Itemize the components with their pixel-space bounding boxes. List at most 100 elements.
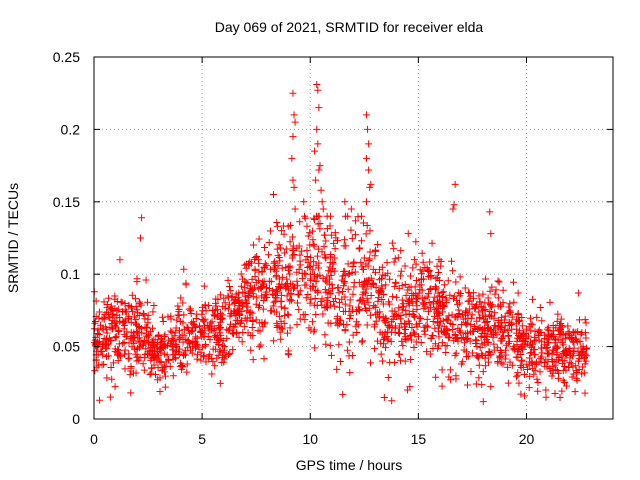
data-point <box>98 315 106 323</box>
data-point <box>266 227 274 235</box>
data-point <box>243 298 251 306</box>
data-point <box>378 282 386 290</box>
data-point <box>131 345 139 353</box>
data-point <box>495 278 503 286</box>
data-point <box>438 292 446 300</box>
data-point <box>362 111 370 119</box>
data-point <box>487 383 495 391</box>
data-point <box>189 337 197 345</box>
data-point <box>428 239 436 247</box>
data-point <box>208 370 216 378</box>
data-point <box>151 370 159 378</box>
data-point <box>396 350 404 358</box>
data-point <box>525 332 533 340</box>
data-point <box>427 272 435 280</box>
data-point <box>155 352 163 360</box>
data-point <box>366 183 374 191</box>
data-point <box>554 374 562 382</box>
data-point <box>528 321 536 329</box>
data-point <box>143 298 151 306</box>
data-point <box>323 299 331 307</box>
data-point <box>121 306 129 314</box>
data-point <box>426 350 434 358</box>
data-point <box>554 343 562 351</box>
data-point <box>291 205 299 213</box>
data-point <box>200 352 208 360</box>
data-point <box>559 331 567 339</box>
data-point <box>247 346 255 354</box>
data-point <box>483 317 491 325</box>
data-point <box>218 359 226 367</box>
data-point <box>398 337 406 345</box>
data-point <box>109 325 117 333</box>
data-point <box>358 337 366 345</box>
data-point <box>544 350 552 358</box>
data-point <box>125 302 133 310</box>
data-point <box>532 360 540 368</box>
data-point <box>327 319 335 327</box>
data-point <box>496 319 504 327</box>
data-point <box>381 316 389 324</box>
data-point <box>331 295 339 303</box>
data-point <box>453 333 461 341</box>
data-point <box>499 360 507 368</box>
data-point <box>473 337 481 345</box>
data-point <box>290 111 298 119</box>
data-point <box>431 293 439 301</box>
data-point <box>401 262 409 270</box>
data-point <box>235 289 243 297</box>
data-point <box>315 104 323 112</box>
data-point <box>524 366 532 374</box>
data-point <box>310 273 318 281</box>
data-point <box>347 226 355 234</box>
data-point <box>237 270 245 278</box>
data-point <box>338 276 346 284</box>
data-point <box>495 323 503 331</box>
data-point <box>142 345 150 353</box>
data-point <box>95 337 103 345</box>
data-point <box>534 387 542 395</box>
data-point <box>286 270 294 278</box>
data-point <box>576 352 584 360</box>
data-point <box>427 285 435 293</box>
data-point <box>229 346 237 354</box>
data-point <box>198 315 206 323</box>
data-point <box>372 284 380 292</box>
data-point <box>384 328 392 336</box>
data-point <box>289 280 297 288</box>
data-point <box>398 282 406 290</box>
data-point <box>514 369 522 377</box>
data-point <box>491 290 499 298</box>
data-point <box>331 254 339 262</box>
data-point <box>313 252 321 260</box>
data-point <box>287 290 295 298</box>
data-point <box>158 336 166 344</box>
data-point <box>294 282 302 290</box>
data-point <box>449 267 457 275</box>
data-point <box>364 280 372 288</box>
data-point <box>379 271 387 279</box>
data-point <box>217 316 225 324</box>
data-point <box>420 305 428 313</box>
data-point <box>361 300 369 308</box>
data-point <box>99 351 107 359</box>
data-point <box>226 287 234 295</box>
data-point <box>473 317 481 325</box>
data-point <box>458 320 466 328</box>
data-point <box>537 354 545 362</box>
data-point <box>404 230 412 238</box>
data-point <box>479 398 487 406</box>
data-point <box>331 245 339 253</box>
data-point <box>307 295 315 303</box>
data-point <box>388 328 396 336</box>
data-point <box>452 278 460 286</box>
data-point <box>439 317 447 325</box>
x-tick-label: 15 <box>411 431 427 447</box>
data-point <box>236 299 244 307</box>
data-point <box>216 347 224 355</box>
data-point <box>135 329 143 337</box>
data-point <box>187 310 195 318</box>
data-point <box>239 275 247 283</box>
data-point <box>331 229 339 237</box>
data-point <box>499 299 507 307</box>
